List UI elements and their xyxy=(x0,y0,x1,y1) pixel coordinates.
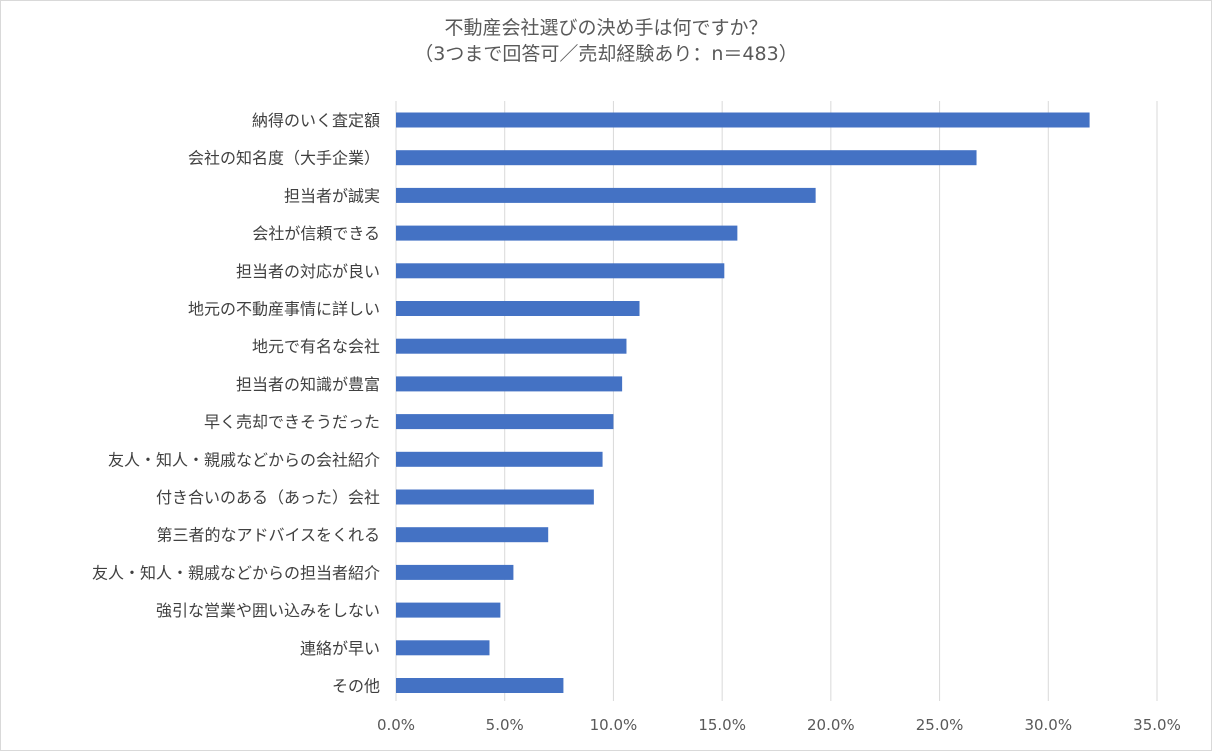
bar xyxy=(396,338,627,354)
category-label: 担当者の対応が良い xyxy=(236,262,380,281)
chart-subtitle: （3つまで回答可／売却経験あり：n＝483） xyxy=(414,43,798,65)
category-label: 強引な営業や囲い込みをしない xyxy=(156,601,380,620)
category-label: 地元の不動産事情に詳しい xyxy=(188,300,380,319)
bar xyxy=(396,263,725,279)
x-axis-tick-labels: 0.0% 5.0% 10.0% 15.0% 20.0% 25.0% 30.0% 35.0% xyxy=(377,716,1181,734)
x-tick-label: 10.0% xyxy=(590,716,638,734)
bar xyxy=(396,225,738,241)
bar xyxy=(396,678,564,693)
bar xyxy=(396,451,603,467)
bar xyxy=(396,301,640,316)
bar xyxy=(396,112,1090,128)
bar xyxy=(396,150,977,166)
bar xyxy=(396,414,614,430)
x-tick-label: 30.0% xyxy=(1024,716,1072,734)
category-label: 納得のいく査定額 xyxy=(252,111,380,130)
bars xyxy=(396,112,1090,693)
x-tick-label: 0.0% xyxy=(377,716,415,734)
x-tick-label: 35.0% xyxy=(1133,716,1181,734)
bar xyxy=(396,640,490,656)
x-tick-label: 15.0% xyxy=(698,716,746,734)
category-label: 友人・知人・親戚などからの会社紹介 xyxy=(108,450,380,469)
category-label: 連絡が早い xyxy=(300,639,380,658)
bar xyxy=(396,376,623,392)
chart-title: 不動産会社選びの決め手は何ですか？ xyxy=(444,17,768,39)
category-label: 第三者的なアドバイスをくれる xyxy=(156,526,380,545)
category-label: 担当者が誠実 xyxy=(284,186,380,205)
bar xyxy=(396,602,501,618)
category-label: 会社が信頼できる xyxy=(252,224,380,243)
x-tick-label: 5.0% xyxy=(486,716,524,734)
chart-title-block: 不動産会社選びの決め手は何ですか？ （3つまで回答可／売却経験あり：n＝483） xyxy=(1,15,1211,67)
category-label: 地元で有名な会社 xyxy=(252,337,380,356)
category-label: 会社の知名度（大手企業） xyxy=(188,149,380,168)
bar xyxy=(396,489,594,505)
category-label: その他 xyxy=(332,677,380,696)
bar xyxy=(396,187,816,203)
bar xyxy=(396,527,549,543)
x-tick-label: 25.0% xyxy=(916,716,964,734)
category-label: 付き合いのある（あった）会社 xyxy=(156,488,380,507)
x-tick-label: 20.0% xyxy=(807,716,855,734)
category-label: 友人・知人・親戚などからの担当者紹介 xyxy=(92,563,380,582)
category-label: 早く売却できそうだった xyxy=(204,413,380,432)
category-label: 担当者の知識が豊富 xyxy=(236,375,380,394)
bar xyxy=(396,564,514,580)
